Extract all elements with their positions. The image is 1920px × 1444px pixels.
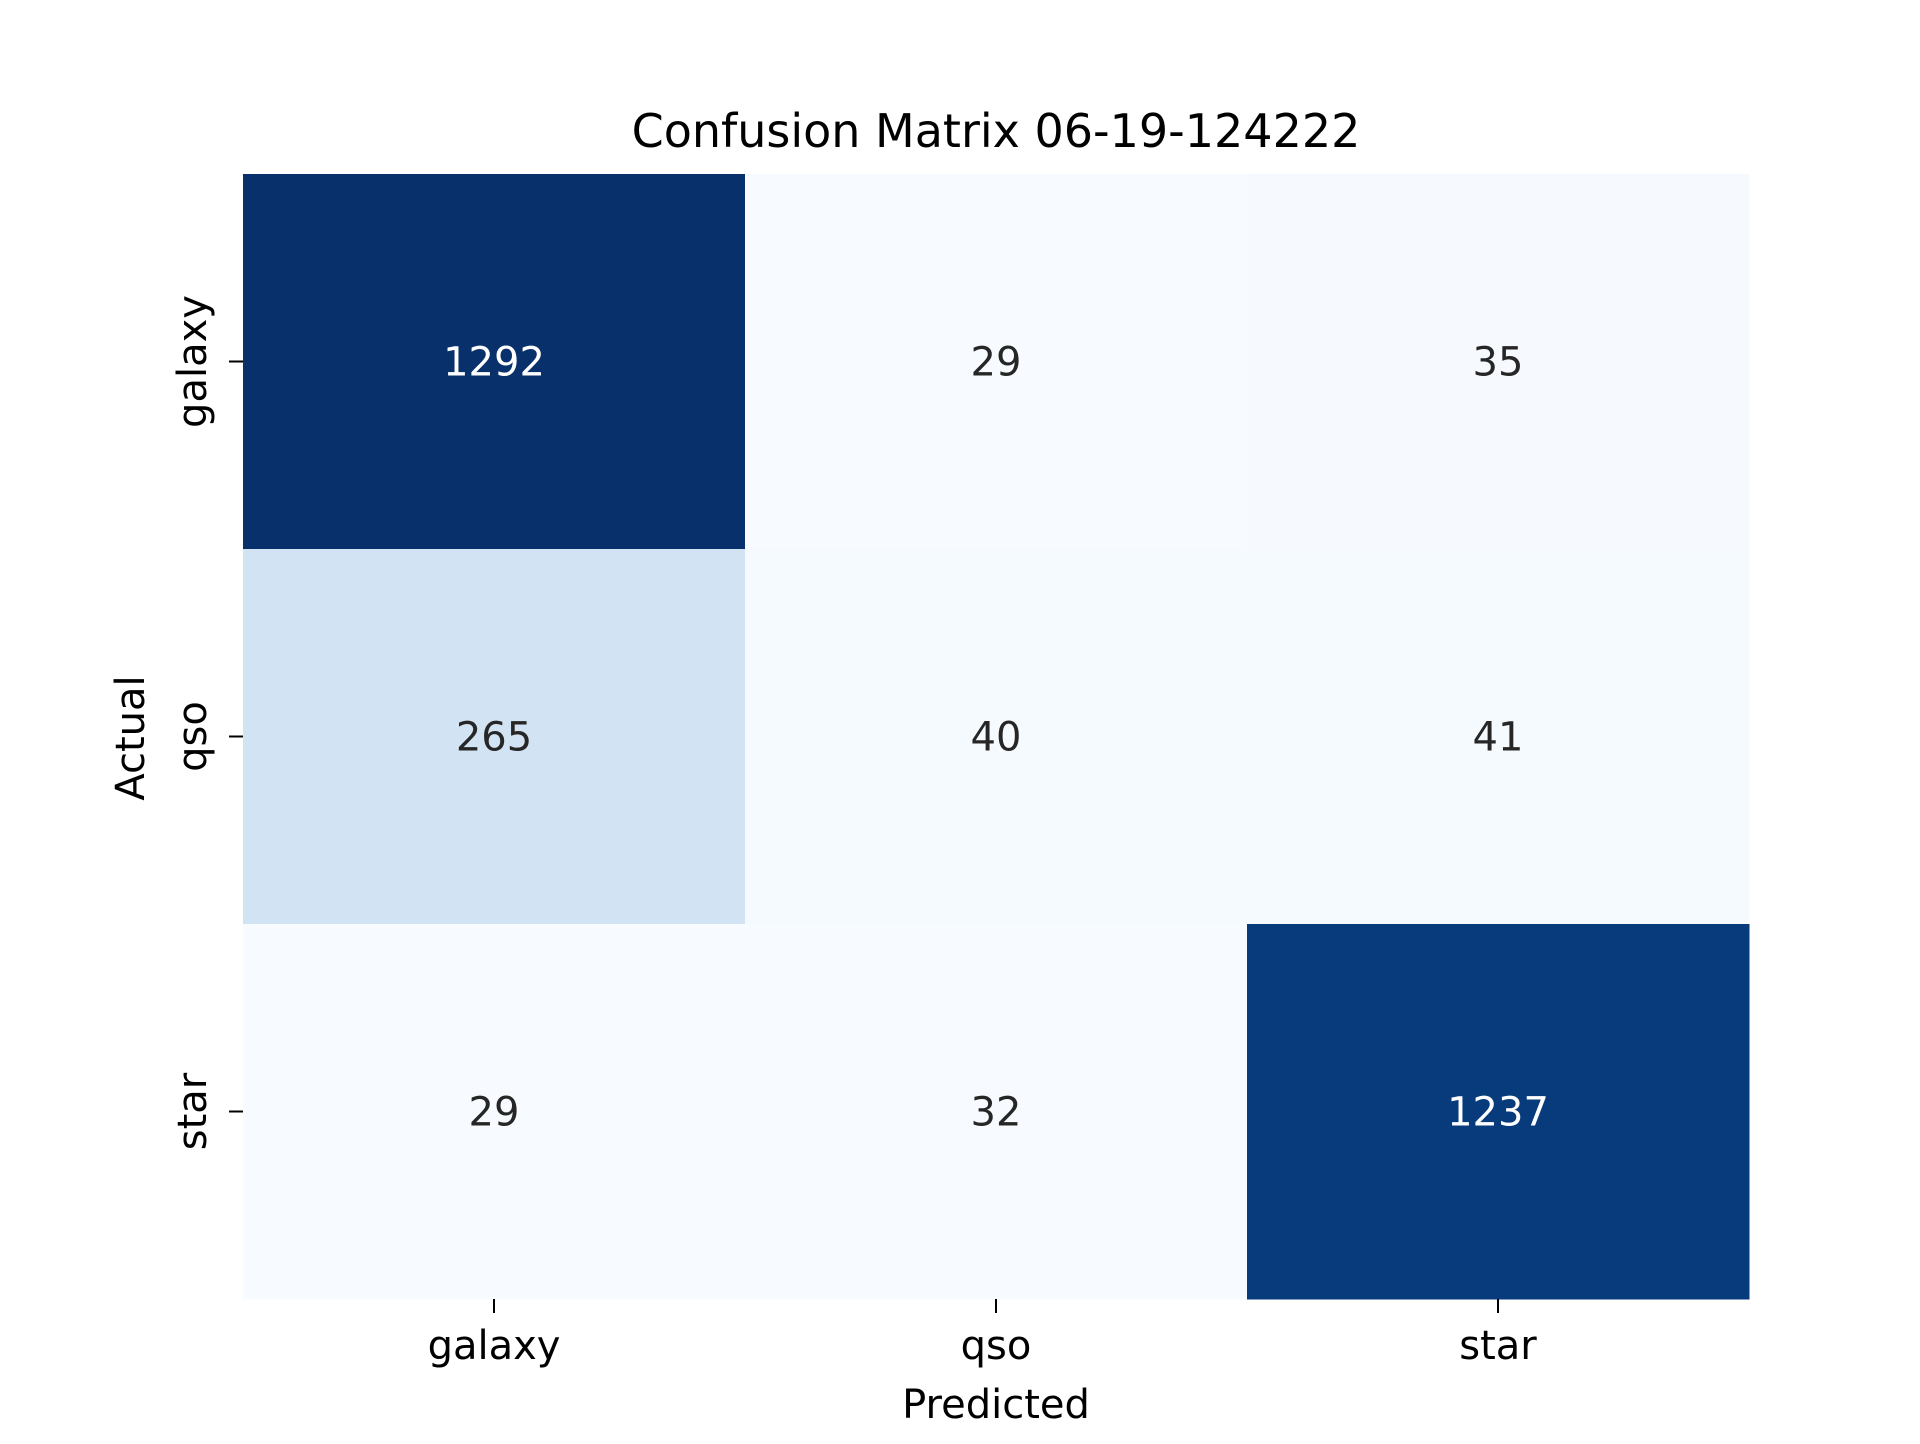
x-tick-label-qso: qso — [961, 1323, 1032, 1369]
heatmap-cell-qso-star — [1247, 549, 1750, 925]
cell-value-label: 29 — [971, 340, 1022, 386]
y-axis-label: Actual — [108, 675, 154, 800]
heatmap-cell-star-qso — [745, 924, 1248, 1300]
cell-value-label: 265 — [456, 715, 532, 761]
heatmap-cell-galaxy-qso — [745, 174, 1248, 550]
cell-value-label: 41 — [1473, 715, 1524, 761]
cell-value-label: 32 — [971, 1090, 1022, 1136]
heatmap-cell-galaxy-star — [1247, 174, 1750, 550]
heatmap-cell-galaxy-galaxy — [243, 174, 746, 550]
chart-title: Confusion Matrix 06-19-124222 — [632, 104, 1361, 158]
cell-value-label: 1237 — [1447, 1090, 1549, 1136]
heatmap-cells: 1292 29 35 265 40 41 29 32 1237 — [243, 174, 1750, 1300]
heatmap-cell-qso-galaxy — [243, 549, 746, 925]
cell-value-label: 29 — [469, 1090, 520, 1136]
x-tick-label-galaxy: galaxy — [428, 1323, 561, 1369]
x-tick-label-star: star — [1459, 1323, 1537, 1369]
y-tick-label-star: star — [170, 1072, 216, 1150]
x-axis-label: Predicted — [902, 1382, 1090, 1428]
y-tick-label-qso: qso — [170, 701, 216, 772]
cell-value-label: 35 — [1473, 340, 1524, 386]
heatmap-cell-star-star — [1247, 924, 1750, 1300]
heatmap-cell-qso-qso — [745, 549, 1248, 925]
cell-value-label: 40 — [971, 715, 1022, 761]
cell-value-label: 1292 — [443, 340, 545, 386]
axis-ticks: galaxy qso star galaxy qso star — [170, 295, 1537, 1369]
heatmap-cell-star-galaxy — [243, 924, 746, 1300]
y-tick-label-galaxy: galaxy — [170, 295, 216, 428]
